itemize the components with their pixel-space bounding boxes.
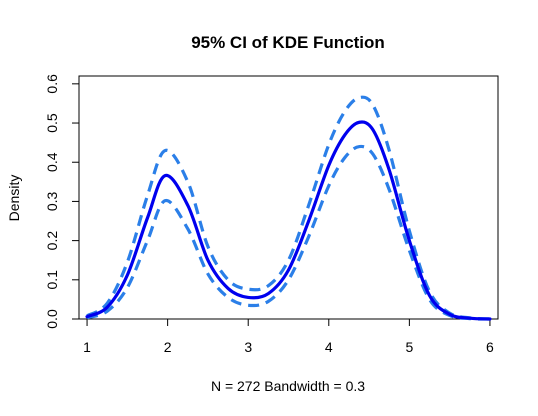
- chart-title: 95% CI of KDE Function: [191, 33, 385, 52]
- y-axis: 0.0 0.1 0.2 0.3 0.4 0.5 0.6: [44, 74, 80, 329]
- x-tick-label: 1: [83, 339, 91, 355]
- x-axis-label: N = 272 Bandwidth = 0.3: [211, 378, 365, 394]
- y-tick-label: 0.5: [44, 113, 60, 133]
- x-tick-label: 6: [486, 339, 494, 355]
- y-tick-label: 0.3: [44, 191, 60, 211]
- y-tick-label: 0.0: [44, 309, 60, 329]
- ci-lower-line: [86, 144, 490, 321]
- x-tick-label: 4: [325, 339, 333, 355]
- y-tick-label: 0.4: [44, 152, 60, 172]
- y-tick-label: 0.2: [44, 231, 60, 251]
- x-tick-label: 5: [405, 339, 413, 355]
- x-axis: 1 2 3 4 5 6: [83, 318, 494, 355]
- plot-frame: [78, 75, 499, 320]
- y-axis-label: Density: [6, 175, 22, 222]
- y-tick-label: 0.1: [44, 270, 60, 290]
- x-tick-label: 2: [164, 339, 172, 355]
- kde-estimate-line: [85, 120, 492, 321]
- y-tick-label: 0.6: [44, 74, 60, 94]
- series-layer: [85, 95, 492, 321]
- ci-upper-line: [86, 95, 491, 321]
- x-tick-label: 3: [244, 339, 252, 355]
